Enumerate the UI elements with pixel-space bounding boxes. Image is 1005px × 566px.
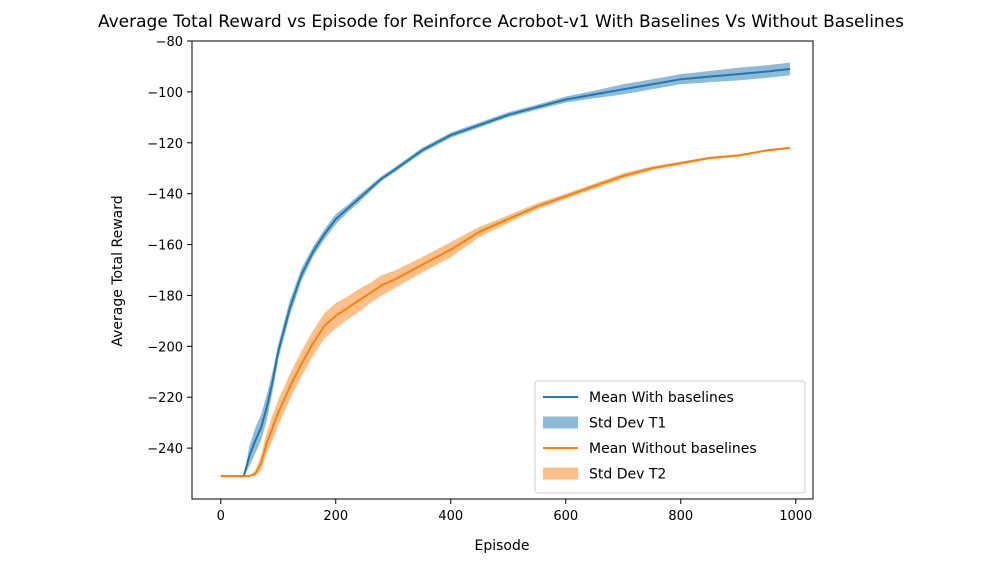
x-axis-ticks: 0 200 400 600 800 1000	[217, 499, 812, 524]
x-axis-label: Episode	[475, 538, 530, 554]
x-tick-label: 800	[668, 509, 693, 524]
y-tick-label: −180	[147, 289, 183, 304]
legend: Mean With baselines Std Dev T1 Mean Witho…	[534, 380, 806, 494]
legend-label: Mean Without baselines	[589, 441, 757, 457]
chart-title: Average Total Reward vs Episode for Rein…	[98, 12, 904, 32]
y-tick-label: −140	[147, 188, 183, 203]
x-tick-label: 1000	[779, 509, 812, 524]
y-tick-label: −160	[147, 239, 183, 254]
legend-label: Std Dev T2	[589, 467, 666, 483]
legend-label: Std Dev T1	[589, 416, 666, 432]
line-series-1	[220, 68, 791, 478]
x-tick-label: 200	[323, 509, 348, 524]
y-axis-ticks: −80 −100 −120 −140 −160 −180 −200 −220 −240	[147, 35, 192, 457]
series-lines	[220, 68, 791, 478]
y-tick-label: −240	[147, 442, 183, 457]
x-tick-label: 600	[553, 509, 578, 524]
legend-patch-swatch	[543, 416, 578, 429]
y-axis-label: Average Total Reward	[110, 195, 126, 346]
std-band-series-2	[220, 146, 791, 477]
y-tick-label: −200	[147, 340, 183, 355]
y-tick-label: −220	[147, 391, 183, 406]
legend-box	[534, 380, 806, 494]
x-tick-label: 400	[438, 509, 463, 524]
y-tick-label: −80	[156, 35, 183, 50]
y-tick-label: −120	[147, 137, 183, 152]
line-series-2	[220, 146, 791, 478]
plot-area-frame	[191, 40, 814, 500]
legend-patch-swatch	[543, 467, 578, 480]
legend-label: Mean With baselines	[589, 390, 734, 406]
y-tick-label: −100	[147, 86, 183, 101]
std-bands	[220, 62, 791, 477]
x-tick-label: 0	[217, 509, 225, 524]
